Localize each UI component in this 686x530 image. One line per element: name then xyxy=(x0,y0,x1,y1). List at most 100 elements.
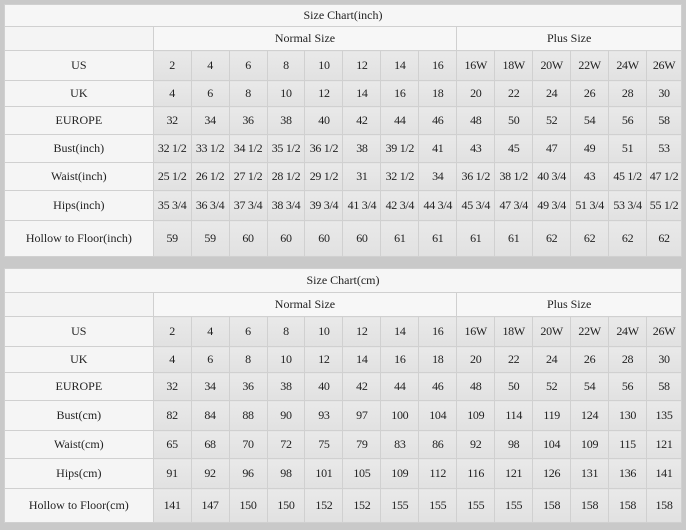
table-cell: 26 1/2 xyxy=(190,162,230,191)
table-cell: 62 xyxy=(608,220,648,257)
row-label: US xyxy=(4,316,154,347)
row-label: Hips(inch) xyxy=(4,190,154,221)
table-cell: 86 xyxy=(418,430,458,459)
table-cell: 29 1/2 xyxy=(304,162,344,191)
table-cell: 22 xyxy=(494,80,534,107)
table-row: Hips(cm) 91 92 96 98 101 105 109 112 116 121 126 131… xyxy=(4,458,682,489)
table-cell: 6 xyxy=(190,346,230,373)
table-cell: 92 xyxy=(456,430,496,459)
table-cell: 26 xyxy=(570,80,610,107)
corner-blank xyxy=(4,26,154,51)
table-cell: 98 xyxy=(494,430,534,459)
table-cell: 82 xyxy=(152,400,192,431)
table-cell: 34 xyxy=(190,372,230,401)
table-cell: 18W xyxy=(494,316,534,347)
table-cell: 49 xyxy=(570,134,610,163)
table-cell: 2 xyxy=(152,316,192,347)
table-cell: 51 xyxy=(608,134,648,163)
table-row: Bust(cm) 82 84 88 90 93 97 100 104 109 114 119 124 13… xyxy=(4,400,682,431)
table-cell: 6 xyxy=(228,50,268,81)
group-header-normal: Normal Size xyxy=(152,26,458,51)
table-cell: 46 xyxy=(418,106,458,135)
table-row: US 2 4 6 8 10 12 14 16 16W 18W 20W 22W 24W 26W xyxy=(4,316,682,347)
table-cell: 50 xyxy=(494,372,534,401)
table-cell: 126 xyxy=(532,458,572,489)
table-cell: 59 xyxy=(152,220,192,257)
table-cell: 6 xyxy=(190,80,230,107)
table-cell: 101 xyxy=(304,458,344,489)
table-cell: 10 xyxy=(266,346,306,373)
table-cell: 84 xyxy=(190,400,230,431)
table-cell: 8 xyxy=(266,50,306,81)
table-cell: 40 xyxy=(304,106,344,135)
table-cell: 18W xyxy=(494,50,534,81)
table-cell: 155 xyxy=(456,488,496,523)
table-cell: 115 xyxy=(608,430,648,459)
table-title: Size Chart(inch) xyxy=(4,4,682,27)
table-cell: 14 xyxy=(342,346,382,373)
table-cell: 18 xyxy=(418,80,458,107)
table-cell: 38 xyxy=(266,106,306,135)
table-cell: 155 xyxy=(380,488,420,523)
table-cell: 10 xyxy=(304,316,344,347)
table-cell: 65 xyxy=(152,430,192,459)
table-cell: 52 xyxy=(532,106,572,135)
table-row: Hollow to Floor(inch) 59 59 60 60 60 60 61 61 61 6… xyxy=(4,220,682,257)
table-cell: 96 xyxy=(228,458,268,489)
table-cell: 91 xyxy=(152,458,192,489)
table-cell: 61 xyxy=(494,220,534,257)
table-cell: 27 1/2 xyxy=(228,162,268,191)
table-cell: 26W xyxy=(646,50,682,81)
table-cell: 100 xyxy=(380,400,420,431)
table-cell: 61 xyxy=(456,220,496,257)
table-cell: 47 xyxy=(532,134,572,163)
table-cell: 155 xyxy=(418,488,458,523)
table-cell: 135 xyxy=(646,400,682,431)
table-cell: 58 xyxy=(646,372,682,401)
table-cell: 14 xyxy=(380,50,420,81)
table-cell: 39 3/4 xyxy=(304,190,344,221)
table-cell: 152 xyxy=(342,488,382,523)
table-cell: 33 1/2 xyxy=(190,134,230,163)
table-cell: 30 xyxy=(646,80,682,107)
table-cell: 36 1/2 xyxy=(456,162,496,191)
table-cell: 20 xyxy=(456,346,496,373)
table-cell: 104 xyxy=(418,400,458,431)
table-cell: 121 xyxy=(494,458,534,489)
table-cell: 45 xyxy=(494,134,534,163)
table-cell: 22W xyxy=(570,316,610,347)
table-row: Hollow to Floor(cm) 141 147 150 150 152 152 155… xyxy=(4,488,682,523)
table-cell: 16 xyxy=(418,50,458,81)
table-cell: 46 xyxy=(418,372,458,401)
row-label: UK xyxy=(4,346,154,373)
table-cell: 30 xyxy=(646,346,682,373)
table-cell: 93 xyxy=(304,400,344,431)
table-cell: 8 xyxy=(266,316,306,347)
table-cell: 28 1/2 xyxy=(266,162,306,191)
table-cell: 124 xyxy=(570,400,610,431)
table-cell: 20W xyxy=(532,50,572,81)
table-cell: 28 xyxy=(608,80,648,107)
table-cell: 48 xyxy=(456,106,496,135)
table-cell: 158 xyxy=(646,488,682,523)
table-cell: 97 xyxy=(342,400,382,431)
table-cell: 28 xyxy=(608,346,648,373)
table-cell: 38 xyxy=(266,372,306,401)
table-cell: 112 xyxy=(418,458,458,489)
table-cell: 152 xyxy=(304,488,344,523)
table-cell: 90 xyxy=(266,400,306,431)
table-cell: 16W xyxy=(456,50,496,81)
table-cell: 42 3/4 xyxy=(380,190,420,221)
table-cell: 53 3/4 xyxy=(608,190,648,221)
table-cell: 49 3/4 xyxy=(532,190,572,221)
table-cell: 59 xyxy=(190,220,230,257)
table-cell: 60 xyxy=(266,220,306,257)
table-cell: 158 xyxy=(570,488,610,523)
table-cell: 12 xyxy=(342,316,382,347)
table-cell: 56 xyxy=(608,372,648,401)
table-cell: 109 xyxy=(456,400,496,431)
row-label: US xyxy=(4,50,154,81)
table-cell: 34 1/2 xyxy=(228,134,268,163)
table-row: UK 4 6 8 10 12 14 16 18 20 22 24 26 28 30 xyxy=(4,80,682,107)
row-label: EUROPE xyxy=(4,106,154,135)
